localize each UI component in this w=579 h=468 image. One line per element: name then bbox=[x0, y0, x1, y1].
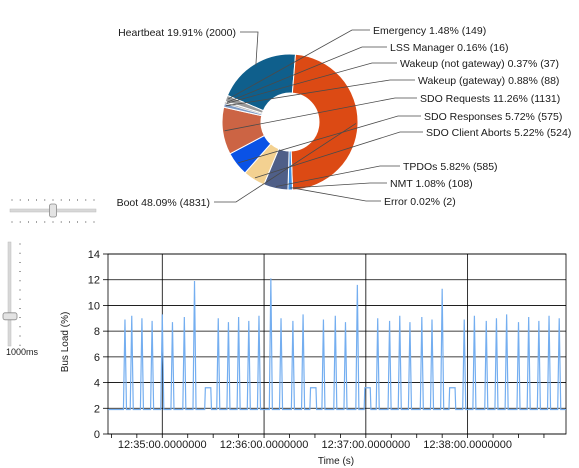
y-tick-label: 2 bbox=[94, 403, 100, 415]
pie-label-boot: Boot 48.09% (4831) bbox=[117, 197, 210, 209]
y-tick-label: 4 bbox=[94, 378, 100, 390]
interval-slider-ticks bbox=[19, 243, 21, 346]
line-chart-y-ticks: 0 2 4 6 8 10 12 14 bbox=[88, 249, 108, 441]
interval-slider-thumb[interactable] bbox=[2, 312, 18, 321]
interval-value-label: 1000ms bbox=[6, 347, 39, 357]
bus-load-peaks bbox=[124, 278, 560, 388]
pie-label-wakeup_not_gateway: Wakeup (not gateway) 0.37% (37) bbox=[400, 58, 559, 70]
bus-load-line-chart: 0 2 4 6 8 10 12 14 12:35:00.0000000 12:36:00.000… bbox=[60, 249, 567, 467]
zoom-slider-ticks bbox=[11, 199, 95, 223]
zoom-slider-thumb[interactable] bbox=[49, 203, 57, 218]
pie-label-wakeup_gateway: Wakeup (gateway) 0.88% (88) bbox=[418, 75, 559, 87]
y-tick-label: 0 bbox=[94, 429, 100, 441]
pie-leader-boot bbox=[214, 123, 357, 203]
x-tick-label: 12:37:00.0000000 bbox=[321, 439, 410, 451]
pie-label-sdo_responses: SDO Responses 5.72% (575) bbox=[424, 111, 562, 123]
interval-slider[interactable] bbox=[0, 240, 24, 350]
pie-leader-emergency bbox=[227, 29, 370, 100]
pie-leader-lss_manager bbox=[226, 46, 387, 103]
y-tick-label: 14 bbox=[88, 249, 100, 261]
pie-leader-sdo_requests bbox=[224, 97, 417, 132]
pie-label-emergency: Emergency 1.48% (149) bbox=[373, 25, 486, 37]
pie-slices bbox=[221, 53, 359, 191]
y-tick-label: 12 bbox=[88, 275, 100, 287]
pie-label-nmt: NMT 1.08% (108) bbox=[390, 178, 473, 190]
x-tick-label: 12:36:00.0000000 bbox=[220, 439, 309, 451]
plot-frame bbox=[107, 253, 567, 435]
y-tick-label: 8 bbox=[94, 326, 100, 338]
pie-leader-nmt bbox=[290, 182, 387, 189]
pie-label-sdo_requests: SDO Requests 11.26% (1131) bbox=[420, 93, 560, 105]
pie-slice-emergency bbox=[224, 94, 264, 114]
y-axis-label: Bus Load (%) bbox=[60, 312, 71, 373]
interval-slider-track bbox=[7, 241, 12, 347]
pie-leader-heartbeat bbox=[240, 31, 259, 66]
y-tick-label: 10 bbox=[88, 300, 100, 312]
pie-leader-sdo_responses bbox=[238, 115, 421, 164]
zoom-slider[interactable] bbox=[8, 196, 98, 226]
pie-leader-tpdo bbox=[275, 165, 400, 187]
pie-label-error: Error 0.02% (2) bbox=[384, 196, 456, 208]
x-tick-label: 12:35:00.0000000 bbox=[118, 439, 207, 451]
pie-label-sdo_client_aborts: SDO Client Aborts 5.22% (524) bbox=[426, 127, 571, 139]
bus-load-series-line bbox=[108, 278, 566, 411]
pie-leader-sdo_client_aborts bbox=[254, 131, 423, 179]
x-tick-label: 12:38:00.0000000 bbox=[423, 439, 512, 451]
pie-label-heartbeat: Heartbeat 19.91% (2000) bbox=[118, 27, 236, 39]
line-chart-x-ticks: 12:35:00.0000000 12:36:00.0000000 12:37:00… bbox=[110, 434, 545, 451]
pie-slice-boot bbox=[290, 53, 359, 191]
pie-chart: Heartbeat 19.91% (2000) Boot 48.09% (4831… bbox=[117, 25, 572, 209]
x-axis-label: Time (s) bbox=[318, 456, 354, 467]
y-tick-label: 6 bbox=[94, 352, 100, 364]
pie-label-lss_manager: LSS Manager 0.16% (16) bbox=[390, 42, 508, 54]
pie-leader-error bbox=[292, 187, 381, 202]
pie-leader-wakeup_not_gateway bbox=[226, 62, 397, 104]
pie-labels: Heartbeat 19.91% (2000) Boot 48.09% (4831… bbox=[117, 25, 572, 209]
pie-label-tpdo: TPDOs 5.82% (585) bbox=[403, 161, 498, 173]
pie-leader-lines bbox=[214, 29, 423, 203]
pie-leader-wakeup_gateway bbox=[225, 79, 415, 107]
